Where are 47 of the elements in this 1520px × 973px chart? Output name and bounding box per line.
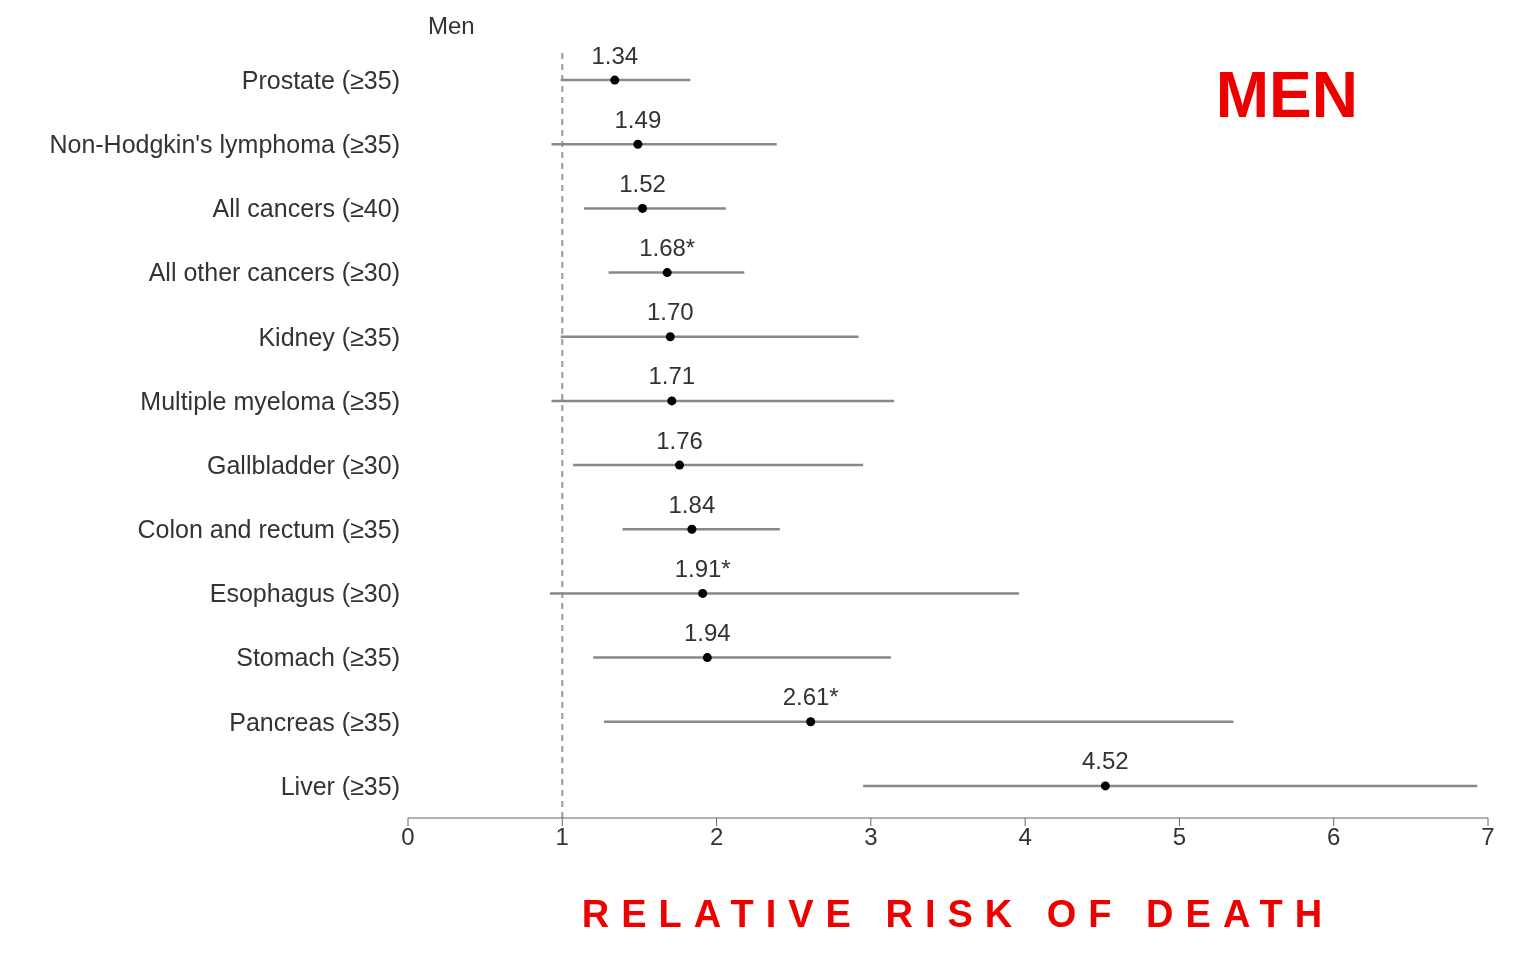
data-label: 1.49 bbox=[614, 105, 662, 133]
y-tick-label: Kidney (≥35) bbox=[258, 322, 400, 351]
data-label: 1.84 bbox=[668, 490, 716, 518]
y-tick-label: Pancreas (≥35) bbox=[229, 707, 400, 736]
point bbox=[610, 75, 620, 85]
chart-title: MEN bbox=[1215, 58, 1358, 132]
point bbox=[698, 588, 708, 598]
point bbox=[633, 139, 643, 149]
y-tick-label: Liver (≥35) bbox=[280, 771, 400, 800]
x-axis-title: RELATIVE RISK OF DEATH bbox=[580, 893, 1336, 936]
data-label: 1.68* bbox=[639, 234, 696, 262]
x-tick-label: 2 bbox=[709, 823, 724, 851]
x-tick-label: 6 bbox=[1327, 823, 1341, 851]
y-tick-label: All cancers (≥40) bbox=[212, 194, 400, 223]
y-tick-label: Stomach (≥35) bbox=[236, 643, 400, 672]
point bbox=[702, 653, 712, 663]
point bbox=[662, 268, 672, 278]
point bbox=[665, 332, 675, 342]
text: Men bbox=[428, 12, 475, 40]
data-label: 1.71 bbox=[648, 362, 696, 390]
y-tick-label: All other cancers (≥30) bbox=[148, 258, 400, 287]
data-label: 1.70 bbox=[646, 298, 694, 326]
data-label: 1.34 bbox=[591, 41, 639, 69]
y-tick-label: Colon and rectum (≥35) bbox=[137, 515, 400, 544]
data-label: 1.94 bbox=[683, 619, 731, 647]
y-tick-label: Prostate (≥35) bbox=[241, 65, 400, 94]
x-tick-label: 4 bbox=[1018, 823, 1032, 851]
data-label: 2.61* bbox=[782, 683, 839, 711]
point bbox=[638, 203, 648, 213]
x-tick-label: 1 bbox=[555, 823, 569, 851]
y-tick-label: Esophagus (≥30) bbox=[209, 579, 400, 608]
x-tick-label: 5 bbox=[1172, 823, 1187, 851]
x-tick-label: 0 bbox=[401, 823, 415, 851]
point bbox=[687, 524, 697, 534]
point bbox=[806, 717, 816, 727]
x-tick-label: 7 bbox=[1481, 823, 1495, 851]
y-tick-label: Non-Hodgkin's lymphoma (≥35) bbox=[49, 130, 400, 159]
data-label: 1.76 bbox=[656, 426, 703, 454]
y-tick-label: Multiple myeloma (≥35) bbox=[140, 386, 400, 415]
data-label: 1.52 bbox=[619, 169, 666, 197]
data-label: 1.91* bbox=[674, 554, 731, 582]
point bbox=[1100, 781, 1110, 791]
point bbox=[667, 396, 677, 406]
data-label: 4.52 bbox=[1082, 747, 1129, 775]
x-tick-label: 3 bbox=[864, 823, 878, 851]
y-tick-label: Gallbladder (≥30) bbox=[207, 450, 400, 479]
point bbox=[675, 460, 685, 470]
